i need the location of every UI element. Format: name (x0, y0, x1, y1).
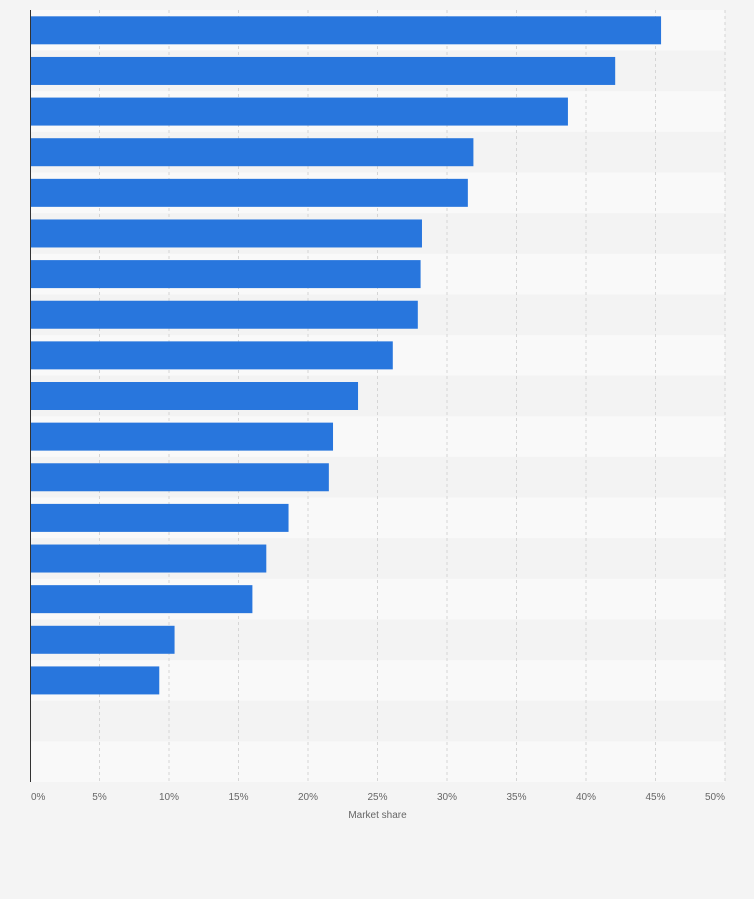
x-tick-label: 40% (576, 792, 596, 803)
x-axis-tick-labels: 0% 5% 10% 15% 20% 25% 30% 35% 40% 45% 50% (31, 792, 725, 803)
bar[interactable] (30, 463, 329, 492)
x-tick-label: 25% (367, 792, 387, 803)
x-tick-label: 5% (92, 792, 107, 803)
bar[interactable] (30, 422, 334, 451)
bar[interactable] (30, 585, 253, 614)
bar[interactable] (30, 382, 359, 410)
bar[interactable] (30, 300, 418, 329)
bar[interactable] (30, 666, 160, 695)
bar[interactable] (30, 503, 289, 532)
x-tick-label: 0% (31, 792, 46, 803)
bar[interactable] (30, 260, 421, 289)
x-tick-label: 50% (705, 792, 725, 803)
bar[interactable] (30, 341, 393, 370)
bar[interactable] (30, 56, 616, 85)
bar[interactable] (30, 178, 468, 207)
x-tick-label: 30% (437, 792, 457, 803)
x-tick-label: 15% (228, 792, 248, 803)
bar[interactable] (30, 16, 662, 45)
bars (30, 16, 662, 695)
x-tick-label: 10% (159, 792, 179, 803)
bar[interactable] (30, 625, 175, 654)
bar[interactable] (30, 97, 568, 126)
x-tick-label: 35% (506, 792, 526, 803)
bar[interactable] (30, 138, 474, 167)
x-tick-label: 45% (645, 792, 665, 803)
x-tick-label: 20% (298, 792, 318, 803)
bar[interactable] (30, 219, 422, 248)
x-axis-title: Market share (348, 810, 407, 821)
bar[interactable] (30, 544, 267, 573)
